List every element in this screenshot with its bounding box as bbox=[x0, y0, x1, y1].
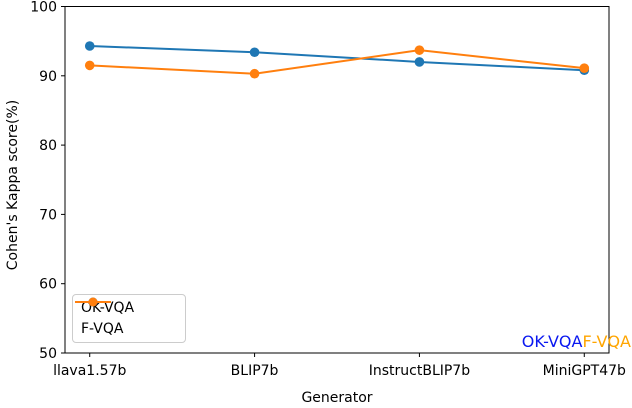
x-tick-label: InstructBLIP7b bbox=[369, 363, 470, 379]
data-point bbox=[414, 57, 425, 67]
corner-annotations: OK-VQA F-VQA bbox=[521, 332, 631, 351]
legend-label: F-VQA bbox=[81, 321, 124, 337]
legend-line-marker-icon bbox=[75, 297, 111, 307]
y-tick-label: 80 bbox=[39, 138, 57, 154]
x-tick-label: MiniGPT47b bbox=[543, 363, 626, 379]
series-ok-vqa bbox=[84, 41, 590, 76]
x-tick-label: BLIP7b bbox=[231, 363, 279, 379]
series-f-vqa bbox=[84, 45, 590, 79]
legend: OK-VQA F-VQA bbox=[72, 294, 186, 343]
plot-border bbox=[64, 6, 610, 354]
y-tick-label: 90 bbox=[39, 69, 57, 85]
y-axis-ticks: 50 60 70 80 90 100 bbox=[30, 0, 65, 362]
series-line bbox=[89, 49, 585, 75]
y-tick-label: 60 bbox=[39, 277, 57, 293]
data-point bbox=[84, 41, 95, 51]
series-line bbox=[89, 45, 585, 72]
x-axis-label: Generator bbox=[301, 390, 373, 406]
y-axis-label: Cohen's Kappa score(%) bbox=[5, 99, 21, 271]
y-tick-label: 50 bbox=[39, 346, 57, 362]
data-point bbox=[84, 60, 95, 71]
data-point bbox=[579, 63, 590, 73]
data-point bbox=[249, 68, 260, 79]
data-point bbox=[414, 45, 425, 55]
annotation-ok-vqa: OK-VQA bbox=[521, 332, 583, 351]
x-axis-ticks: llava1.57b BLIP7b InstructBLIP7b MiniGPT47b bbox=[53, 353, 626, 379]
y-tick-label: 70 bbox=[39, 207, 57, 223]
x-tick-label: llava1.57b bbox=[53, 363, 126, 379]
annotation-f-vqa: F-VQA bbox=[582, 332, 631, 351]
y-tick-label: 100 bbox=[30, 0, 57, 16]
legend-entry-f-vqa: F-VQA bbox=[75, 297, 177, 337]
data-point bbox=[249, 47, 260, 58]
